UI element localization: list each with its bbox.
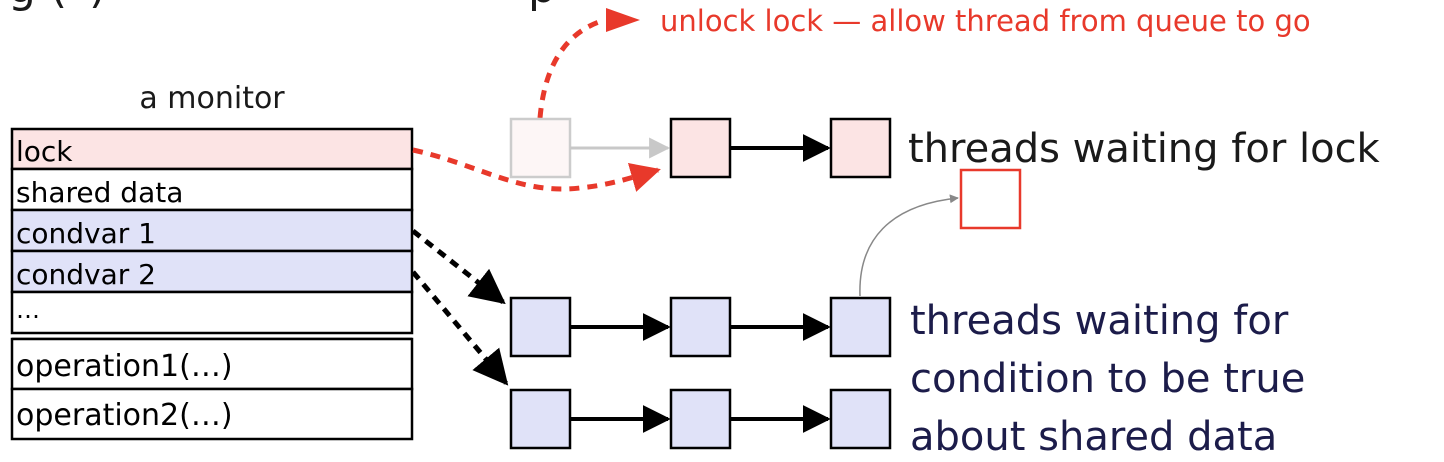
lock-queue-node-2 bbox=[829, 117, 892, 179]
cond-queue1-node-2 bbox=[669, 296, 732, 358]
cond-queue1-node-1 bbox=[509, 296, 572, 358]
cond-queue2-node-2 bbox=[669, 388, 732, 450]
monitor-row-condvar2 bbox=[10, 249, 414, 294]
cond-queue2-node-1 bbox=[509, 388, 572, 450]
monitor-op1-label: operation1(…) bbox=[16, 349, 233, 384]
lock-queue-label: threads waiting for lock bbox=[908, 126, 1381, 172]
monitor-row-lock-label: lock bbox=[16, 135, 73, 168]
condvar1-dashed-arrow bbox=[411, 229, 506, 305]
lock-queue-node-1 bbox=[669, 117, 732, 179]
moving-thread-curve bbox=[859, 194, 959, 297]
monitor-row-condvar2-label: condvar 2 bbox=[16, 258, 156, 291]
cond-queue1-node-3 bbox=[829, 296, 892, 358]
top-right-fragment: p bbox=[528, 0, 556, 13]
monitor-table: lock shared data condvar 1 condvar 2 … o… bbox=[10, 127, 414, 441]
lock-queue-faded-node bbox=[509, 117, 572, 179]
cond-queue2-node-3 bbox=[829, 388, 892, 450]
lock-dashed-curve bbox=[412, 147, 661, 192]
monitor-op2 bbox=[10, 387, 414, 441]
cond-queue-label-line-1: threads waiting for bbox=[910, 298, 1289, 344]
monitor-row-ellipsis bbox=[10, 290, 414, 335]
monitor-row-lock bbox=[10, 127, 414, 171]
monitor-row-ellipsis-label: … bbox=[16, 296, 40, 324]
annotation-text: unlock lock — allow thread from queue to… bbox=[660, 4, 1311, 38]
monitor-row-shared-data bbox=[10, 167, 414, 212]
cond-queue-label-line-3: about shared data bbox=[910, 414, 1277, 460]
unlock-dashed-curve bbox=[537, 17, 606, 119]
monitor-caption: a monitor bbox=[139, 81, 285, 116]
monitor-row-condvar1-label: condvar 1 bbox=[16, 217, 156, 250]
cond-queue-label-line-2: condition to be true bbox=[910, 356, 1305, 402]
monitor-op2-label: operation2(…) bbox=[16, 398, 233, 433]
annotation-arrowhead-icon bbox=[606, 8, 640, 32]
moving-thread-node bbox=[959, 168, 1022, 230]
condvar2-dashed-arrow bbox=[411, 270, 509, 386]
title-fragment: g (*) bbox=[8, 0, 106, 13]
monitor-op1 bbox=[10, 337, 414, 391]
monitor-row-shared-data-label: shared data bbox=[16, 176, 183, 209]
